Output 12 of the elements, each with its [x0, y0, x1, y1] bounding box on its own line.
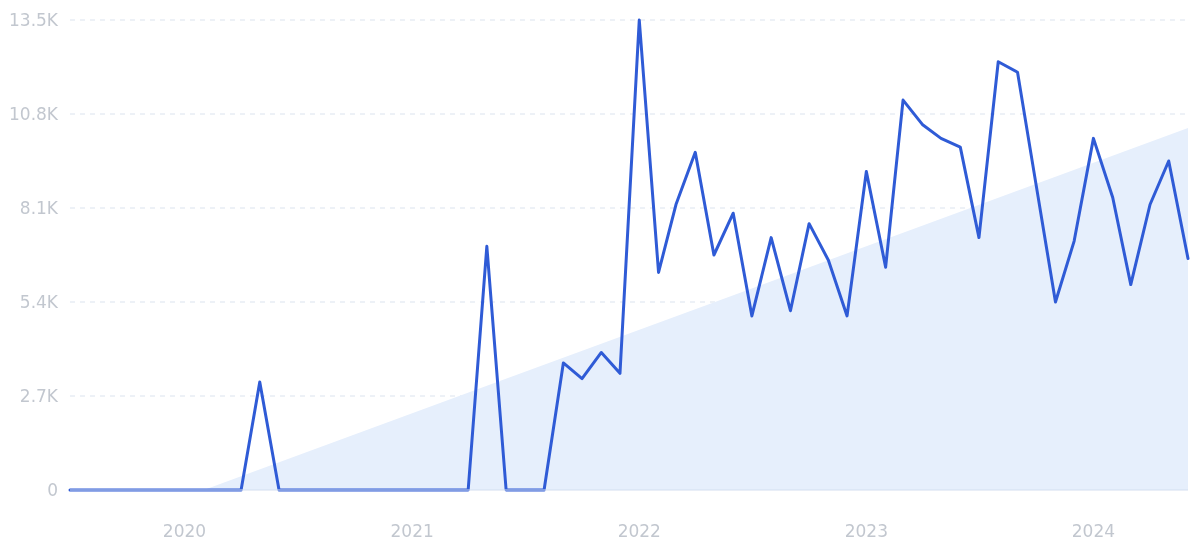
y-tick-label: 10.8K	[9, 103, 59, 124]
y-tick-label: 5.4K	[19, 291, 59, 312]
x-tick-label: 2022	[617, 521, 661, 541]
x-tick-label: 2021	[390, 521, 434, 541]
y-tick-label: 2.7K	[19, 385, 59, 406]
y-tick-label: 0	[47, 479, 58, 500]
y-tick-label: 13.5K	[9, 9, 59, 30]
x-tick-label: 2024	[1071, 521, 1116, 541]
x-tick-label: 2020	[162, 521, 207, 541]
line-series	[68, 18, 1190, 492]
y-tick-label: 8.1K	[19, 197, 59, 218]
x-tick-label: 2023	[844, 521, 888, 541]
